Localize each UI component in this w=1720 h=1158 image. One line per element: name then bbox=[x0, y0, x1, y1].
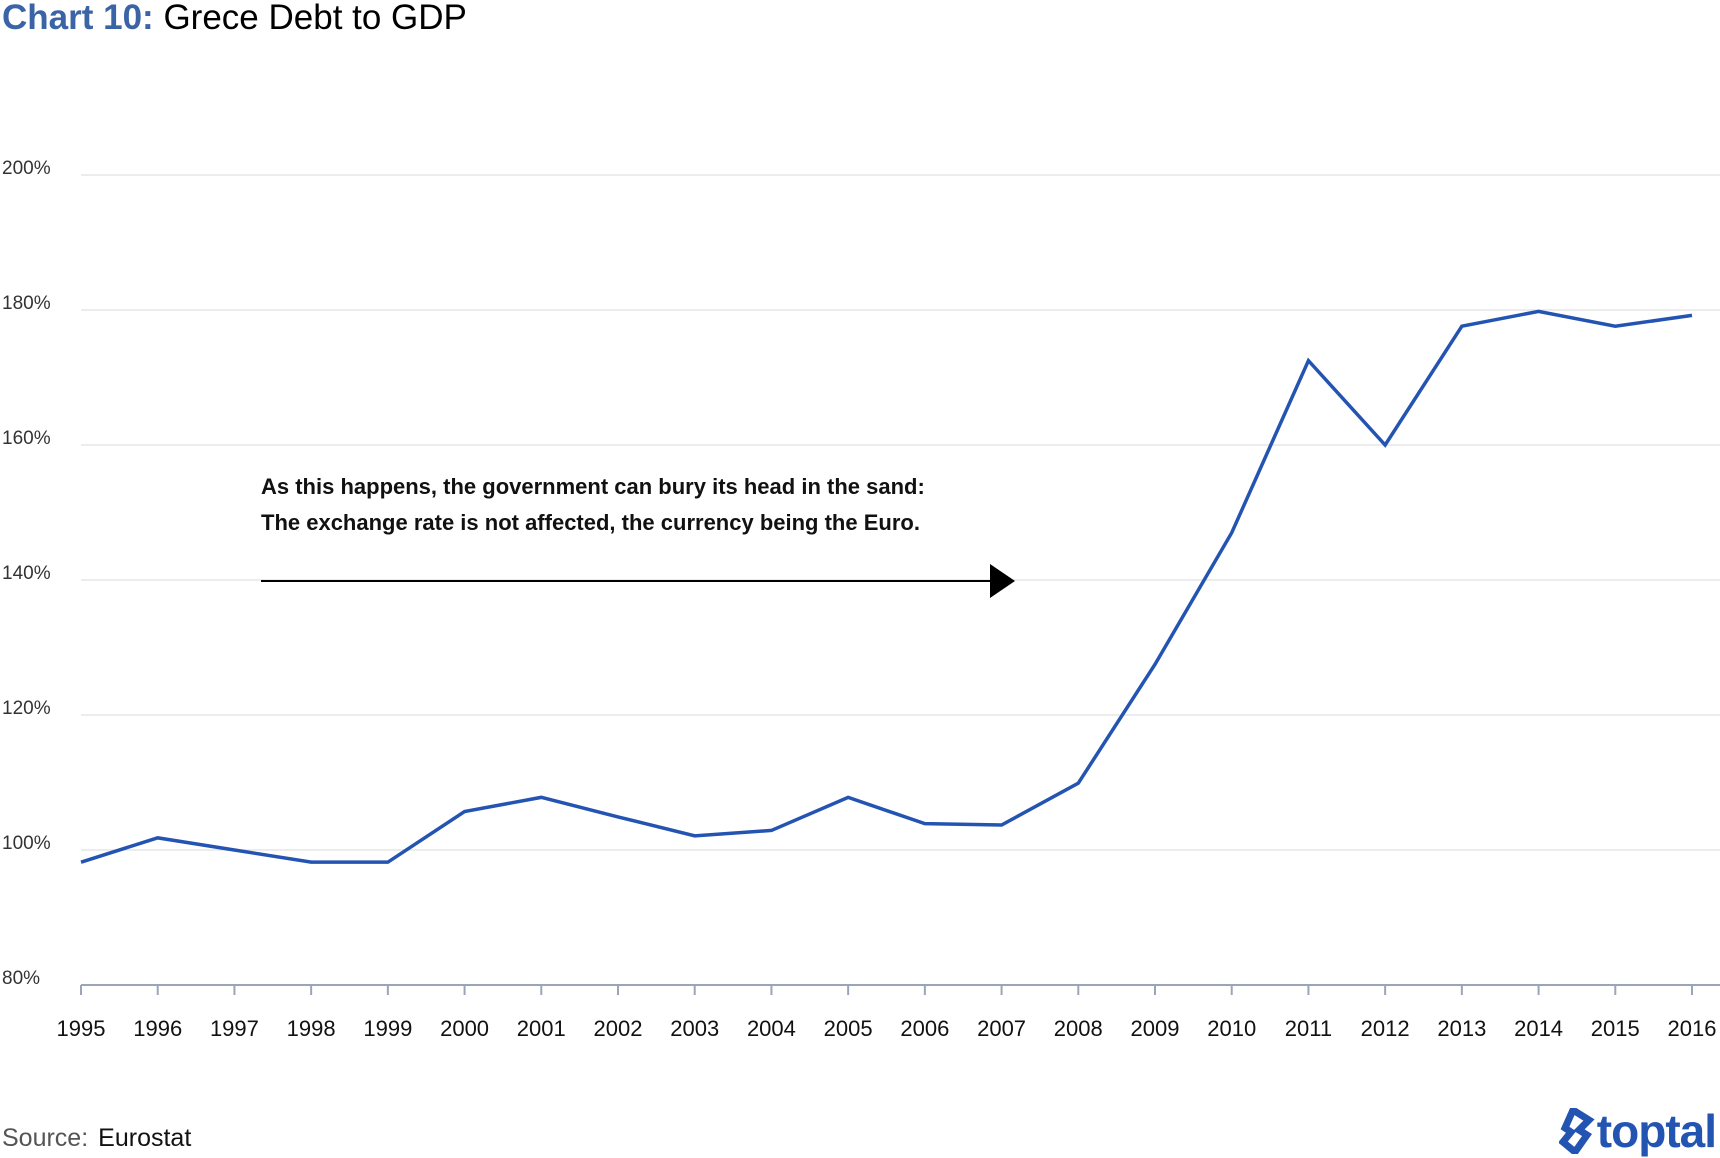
x-tick-label: 2010 bbox=[1207, 1016, 1256, 1041]
source-value: Eurostat bbox=[98, 1124, 192, 1152]
x-tick-label: 2001 bbox=[517, 1016, 566, 1041]
y-tick-label: 160% bbox=[2, 428, 51, 449]
x-tick-label: 2006 bbox=[900, 1016, 949, 1041]
source-note: Source: Eurostat bbox=[2, 1124, 191, 1153]
x-tick-label: 2015 bbox=[1591, 1016, 1640, 1041]
annotation-text: The exchange rate is not affected, the c… bbox=[261, 510, 920, 535]
x-tick-label: 2012 bbox=[1361, 1016, 1410, 1041]
x-tick-label: 2009 bbox=[1131, 1016, 1180, 1041]
x-tick-label: 1998 bbox=[287, 1016, 336, 1041]
x-tick-label: 2013 bbox=[1437, 1016, 1486, 1041]
x-tick-label: 1997 bbox=[210, 1016, 259, 1041]
x-tick-label: 2002 bbox=[594, 1016, 643, 1041]
x-tick-label: 2004 bbox=[747, 1016, 796, 1041]
toptal-mark-icon bbox=[1558, 1108, 1595, 1154]
y-tick-label: 140% bbox=[2, 563, 51, 584]
y-tick-label: 180% bbox=[2, 293, 51, 314]
series-line bbox=[80, 309, 1693, 864]
y-tick-label: 100% bbox=[2, 833, 51, 854]
x-tick-label: 2008 bbox=[1054, 1016, 1103, 1041]
chart-title: Chart 10: Grece Debt to GDP bbox=[2, 0, 467, 38]
annotation-text: As this happens, the government can bury… bbox=[261, 474, 925, 499]
x-tick-label: 2014 bbox=[1514, 1016, 1563, 1041]
source-label: Source: bbox=[2, 1124, 89, 1152]
x-tick-label: 2007 bbox=[977, 1016, 1026, 1041]
x-tick-label: 1999 bbox=[363, 1016, 412, 1041]
x-tick-label: 2011 bbox=[1285, 1016, 1332, 1041]
x-tick-label: 2000 bbox=[440, 1016, 489, 1041]
chart-title-lead: Chart 10: bbox=[2, 0, 154, 37]
annotation-arrowhead bbox=[990, 564, 1015, 598]
y-tick-label: 80% bbox=[2, 968, 40, 989]
logo-text: toptal bbox=[1596, 1105, 1717, 1157]
x-tick-label: 2005 bbox=[824, 1016, 873, 1041]
x-tick-label: 1995 bbox=[57, 1016, 106, 1041]
x-tick-label: 1996 bbox=[133, 1016, 182, 1041]
toptal-logo: toptal bbox=[1558, 1104, 1717, 1158]
chart-title-text: Grece Debt to GDP bbox=[163, 0, 467, 37]
y-tick-label: 200% bbox=[2, 158, 51, 179]
x-tick-label: 2003 bbox=[670, 1016, 719, 1041]
x-tick-label: 2016 bbox=[1668, 1016, 1717, 1041]
y-tick-label: 120% bbox=[2, 698, 51, 719]
